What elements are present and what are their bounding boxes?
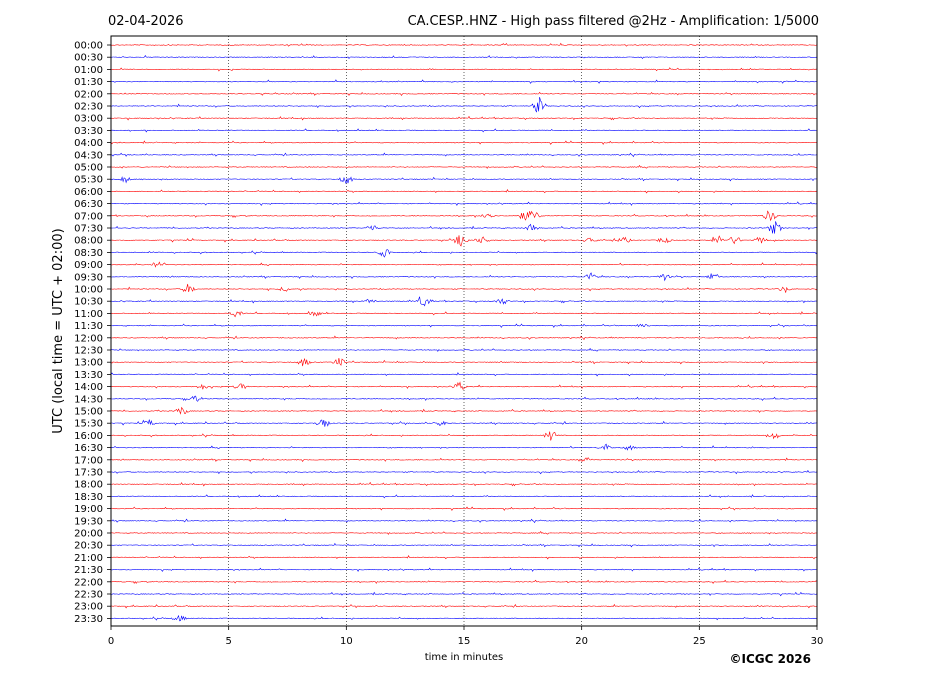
row-label: 05:00	[74, 163, 103, 174]
row-label: 15:30	[74, 419, 103, 430]
row-label: 03:00	[74, 114, 103, 125]
row-label: 20:30	[74, 541, 103, 552]
x-tick-label: 5	[225, 636, 231, 647]
trace-2100	[110, 555, 818, 560]
trace-1200	[110, 335, 818, 341]
x-tick-label: 0	[108, 636, 114, 647]
row-label: 06:30	[74, 199, 103, 210]
x-tick-label: 10	[340, 636, 353, 647]
trace-1330	[110, 372, 818, 377]
row-label: 19:00	[74, 504, 103, 515]
x-axis-ticks: 0 5 10 15 20 25 30	[108, 626, 824, 647]
row-label: 17:30	[74, 468, 103, 479]
row-label: 18:30	[74, 492, 103, 503]
copyright-label: ©ICGC 2026	[729, 652, 811, 666]
y-axis-label: UTC (local time = UTC + 02:00)	[51, 228, 66, 433]
trace-0500	[110, 164, 817, 169]
row-label: 02:30	[74, 102, 103, 113]
row-label: 09:30	[74, 272, 103, 283]
trace-2200	[110, 579, 818, 584]
chart-date: 02-04-2026	[108, 14, 184, 29]
row-label: 17:00	[74, 455, 103, 466]
row-label: 20:00	[74, 529, 103, 540]
row-label: 19:30	[74, 516, 103, 527]
row-label: 03:30	[74, 126, 103, 137]
row-label: 23:30	[74, 614, 103, 625]
row-label: 14:30	[74, 394, 103, 405]
row-label: 22:00	[74, 577, 103, 588]
row-label: 05:30	[74, 175, 103, 186]
trace-1230	[111, 347, 818, 352]
trace-1030	[110, 296, 817, 307]
row-label: 12:00	[74, 333, 103, 344]
row-label: 01:00	[74, 65, 103, 76]
row-label: 04:00	[74, 138, 103, 149]
x-tick-label: 15	[458, 636, 471, 647]
row-label: 04:30	[74, 150, 103, 161]
row-label: 10:00	[74, 285, 103, 296]
row-label: 10:30	[74, 297, 103, 308]
trace-0400	[110, 140, 818, 145]
trace-1900	[110, 506, 818, 511]
trace-0430	[110, 152, 818, 158]
row-label: 16:30	[74, 443, 103, 454]
row-label: 14:00	[74, 382, 103, 393]
trace-2000	[111, 530, 818, 535]
trace-0630	[110, 201, 817, 206]
row-label: 07:30	[74, 224, 103, 235]
x-tick-label: 25	[693, 636, 706, 647]
trace-1300	[110, 357, 818, 367]
row-label: 22:30	[74, 590, 103, 601]
row-label: 09:00	[74, 260, 103, 271]
vertical-grid	[228, 36, 700, 626]
trace-0530	[110, 176, 817, 184]
trace-1400	[110, 381, 818, 390]
trace-1100	[110, 310, 818, 318]
row-label: 00:00	[74, 41, 103, 52]
row-label: 02:00	[74, 89, 103, 100]
row-label: 08:30	[74, 248, 103, 259]
row-label: 13:30	[74, 370, 103, 381]
row-label: 16:00	[74, 431, 103, 442]
trace-0330	[110, 128, 818, 133]
trace-2130	[110, 567, 817, 572]
trace-1500	[110, 406, 818, 415]
row-label: 06:00	[74, 187, 103, 198]
x-axis-label: time in minutes	[425, 652, 504, 663]
row-label: 15:00	[74, 407, 103, 418]
trace-2030	[110, 542, 818, 548]
row-label: 11:30	[74, 321, 103, 332]
trace-1930	[110, 518, 818, 524]
row-label: 21:00	[74, 553, 103, 564]
trace-0600	[110, 189, 818, 194]
row-label: 13:00	[74, 358, 103, 369]
x-tick-label: 30	[811, 636, 824, 647]
trace-1830	[110, 494, 818, 499]
row-label: 00:30	[74, 53, 103, 64]
plot-frame	[110, 35, 818, 627]
row-label: 18:00	[74, 480, 103, 491]
row-label: 01:30	[74, 77, 103, 88]
row-label: 07:00	[74, 211, 103, 222]
row-label: 23:00	[74, 602, 103, 613]
row-label: 11:00	[74, 309, 103, 320]
chart-title: CA.CESP..HNZ - High pass filtered @2Hz -…	[408, 14, 819, 29]
row-label: 12:30	[74, 346, 103, 357]
row-label: 21:30	[74, 565, 103, 576]
row-label: 08:00	[74, 236, 103, 247]
trace-1130	[111, 323, 818, 328]
trace-1800	[110, 481, 818, 487]
x-tick-label: 20	[575, 636, 588, 647]
